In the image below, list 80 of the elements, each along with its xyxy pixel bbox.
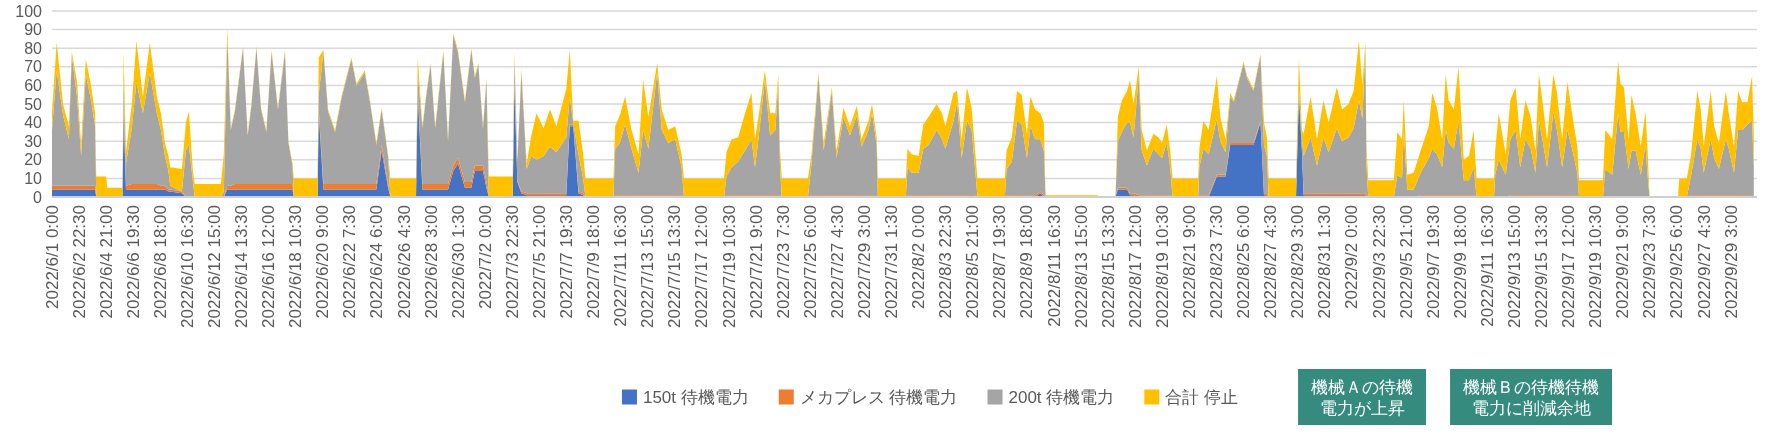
x-tick-label: 2022/8/13 15:00: [1071, 205, 1091, 328]
x-tick-label: 2022/6/14 13:30: [232, 205, 252, 328]
x-tick-label: 2022/8/25 6:00: [1234, 205, 1254, 319]
x-tick-label: 2022/8/11 16:30: [1044, 205, 1064, 327]
y-tick-label: 40: [24, 114, 43, 132]
x-tick-label: 2022/9/5 21:00: [1396, 205, 1416, 319]
x-tick-label: 2022/7/3 22:30: [502, 205, 522, 319]
x-tick-label: 2022/9/7 19:30: [1423, 205, 1443, 319]
x-tick-label: 2022/9/17 12:00: [1559, 205, 1579, 328]
x-tick-label: 2022/8/21 9:00: [1179, 205, 1199, 319]
x-tick-label: 2022/6/20 9:00: [313, 205, 333, 319]
x-tick-label: 2022/8/15 13:30: [1098, 205, 1118, 328]
x-tick-label: 2022/8/31 1:30: [1315, 205, 1335, 319]
x-tick-label: 2022/7/19 10:30: [719, 205, 739, 328]
x-tick-label: 2022/6/1 0:00: [42, 205, 62, 309]
x-tick-label: 2022/6/2 22:30: [69, 205, 89, 319]
y-tick-label: 70: [24, 58, 43, 76]
x-tick-label: 2022/7/31 1:30: [882, 205, 902, 319]
x-tick-label: 2022/7/23 7:30: [773, 205, 793, 319]
legend-label: メカプレス 待機電力: [799, 387, 958, 407]
x-tick-label: 2022/8/29 3:00: [1288, 205, 1308, 319]
x-tick-label: 2022/7/21 9:00: [746, 205, 766, 319]
x-tick-label: 2022/9/29 3:00: [1721, 205, 1741, 319]
x-tick-label: 2022/9/2 0:00: [1342, 205, 1362, 309]
x-tick-label: 2022/6/22 7:30: [340, 205, 360, 319]
x-tick-label: 2022/7/7 19:30: [557, 205, 577, 319]
x-tick-label: 2022/9/15 13:30: [1532, 205, 1552, 328]
x-tick-label: 2022/6/4 21:00: [96, 205, 116, 319]
x-tick-label: 2022/9/23 7:30: [1640, 205, 1660, 319]
x-tick-label: 2022/9/19 10:30: [1586, 205, 1606, 328]
y-tick-label: 10: [24, 169, 43, 187]
text: 機械Ａの待機電力が上昇: [1311, 377, 1414, 417]
text: 機械Ｂの待機待機電力に削減余地: [1463, 377, 1600, 417]
y-tick-label: 90: [24, 21, 43, 39]
y-tick-label: 0: [33, 188, 43, 206]
x-tick-label: 2022/6/30 1:30: [448, 205, 468, 319]
x-tick-label: 2022/6/6 19:30: [123, 205, 143, 319]
y-tick-label: 30: [24, 132, 43, 150]
y-tick-label: 50: [24, 95, 43, 113]
x-tick-label: 2022/7/15 13:30: [665, 205, 685, 328]
x-tick-label: 2022/8/17 12:00: [1125, 205, 1145, 328]
x-tick-label: 2022/6/16 12:00: [259, 205, 279, 328]
x-tick-label: 2022/6/26 4:30: [394, 205, 414, 319]
x-tick-label: 2022/6/28 3:00: [421, 205, 441, 319]
x-tick-label: 2022/9/21 9:00: [1613, 205, 1633, 319]
x-tick-label: 2022/8/7 19:30: [990, 205, 1010, 319]
x-tick-label: 2022/7/25 6:00: [800, 205, 820, 319]
x-tick-label: 2022/7/13 15:00: [638, 205, 658, 328]
x-tick-label: 2022/7/9 18:00: [584, 205, 604, 319]
x-tick-label: 2022/8/5 21:00: [963, 205, 983, 319]
x-tick-label: 2022/7/27 4:30: [827, 205, 847, 319]
x-tick-label: 2022/6/18 10:30: [286, 205, 306, 328]
x-tick-label: 2022/6/24 6:00: [367, 205, 387, 319]
x-tick-label: 2022/7/5 21:00: [529, 205, 549, 319]
x-tick-label: 2022/8/9 18:00: [1017, 205, 1037, 319]
x-tick-label: 2022/7/11 16:30: [611, 205, 631, 327]
x-tick-label: 2022/6/12 15:00: [204, 205, 224, 328]
legend-label: 200t 待機電力: [1008, 387, 1115, 407]
x-tick-label: 2022/7/2 0:00: [475, 205, 495, 309]
y-tick-label: 80: [24, 39, 43, 57]
x-tick-label: 2022/8/19 10:30: [1152, 205, 1172, 328]
y-tick-label: 100: [15, 2, 43, 20]
x-tick-label: 2022/7/29 3:00: [854, 205, 874, 319]
x-tick-label: 2022/6/8 18:00: [150, 205, 170, 319]
x-tick-label: 2022/8/2 0:00: [909, 205, 929, 309]
legend-label: 合計 停止: [1165, 387, 1239, 407]
x-tick-label: 2022/8/3 22:30: [936, 205, 956, 319]
x-tick-label: 2022/9/25 6:00: [1667, 205, 1687, 319]
y-tick-label: 20: [24, 151, 43, 169]
x-tick-label: 2022/9/11 16:30: [1477, 205, 1497, 327]
x-tick-label: 2022/8/27 4:30: [1261, 205, 1281, 319]
legend-label: 150t 待機電力: [642, 387, 749, 407]
x-tick-label: 2022/9/13 15:00: [1504, 205, 1524, 328]
x-tick-label: 2022/7/17 12:00: [692, 205, 712, 328]
x-tick-label: 2022/9/27 4:30: [1694, 205, 1714, 319]
x-tick-label: 2022/8/23 7:30: [1207, 205, 1227, 319]
x-tick-label: 2022/9/9 18:00: [1450, 205, 1470, 319]
y-tick-label: 60: [24, 76, 43, 94]
x-tick-label: 2022/9/3 22:30: [1369, 205, 1389, 319]
x-tick-label: 2022/6/10 16:30: [177, 205, 197, 328]
